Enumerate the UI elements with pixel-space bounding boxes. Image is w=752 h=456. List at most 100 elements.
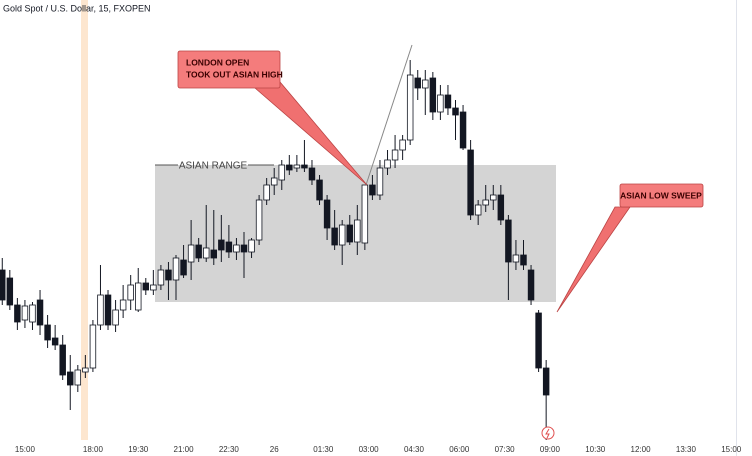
session-break xyxy=(81,0,88,440)
candle-body xyxy=(0,269,6,301)
candle-body xyxy=(459,111,467,149)
x-tick-label: 09:00 xyxy=(540,445,561,454)
candle-body xyxy=(497,194,505,221)
candle-body xyxy=(89,324,97,369)
candle-body xyxy=(67,371,74,386)
candle-body xyxy=(165,269,172,281)
candle-body xyxy=(74,369,82,386)
candle-body xyxy=(512,254,520,263)
candle-body xyxy=(263,184,270,201)
candle-body xyxy=(36,299,44,326)
callout-text: LONDON OPEN xyxy=(186,57,249,67)
candle-body xyxy=(323,199,331,229)
candle-body xyxy=(59,344,66,376)
candle-body xyxy=(414,77,421,89)
plot xyxy=(0,60,550,440)
range-label: ASIAN RANGE xyxy=(179,161,248,172)
callout-box xyxy=(619,183,704,208)
x-tick-label: 12:00 xyxy=(631,445,652,454)
candle-body xyxy=(240,244,248,253)
candle-body xyxy=(21,305,29,321)
candle-body xyxy=(467,149,474,216)
x-tick-label: 15:00 xyxy=(15,445,36,454)
candle-body xyxy=(361,184,369,244)
candle-body xyxy=(505,219,512,263)
x-tick-label: 21:00 xyxy=(174,445,195,454)
x-tick-label: 15:00 xyxy=(721,445,742,454)
candle-body xyxy=(399,139,406,151)
candle-body xyxy=(346,224,353,243)
x-tick-label: 01:30 xyxy=(313,445,334,454)
candle-body xyxy=(233,244,240,253)
candle-body xyxy=(202,247,210,259)
x-tick-label: 07:30 xyxy=(495,445,516,454)
candle-body xyxy=(248,239,255,253)
x-tick-label: 13:30 xyxy=(676,445,697,454)
chart-title: Gold Spot / U.S. Dollar, 15, FXOPEN xyxy=(3,3,151,13)
candle-body xyxy=(187,244,195,263)
candle-body xyxy=(474,204,482,216)
candle-body xyxy=(406,74,414,141)
candle-body xyxy=(195,244,202,259)
candle-body xyxy=(82,367,89,373)
candle-body xyxy=(452,107,459,116)
callout-box xyxy=(177,50,281,89)
candle-body xyxy=(270,177,278,186)
candle-body xyxy=(210,249,218,259)
x-tick-label: 10:30 xyxy=(585,445,606,454)
candle-body xyxy=(429,77,437,113)
candle-body xyxy=(180,259,187,276)
candle-body xyxy=(338,224,346,246)
candle-body xyxy=(376,167,384,196)
candle-body xyxy=(44,324,51,341)
candle-body xyxy=(51,337,59,346)
candle-body xyxy=(354,219,361,243)
candle-body xyxy=(369,184,376,196)
candle-body xyxy=(14,304,21,323)
candle-body xyxy=(535,312,542,369)
candle-body xyxy=(278,164,285,181)
callout-text: ASIAN LOW SWEEP xyxy=(620,190,702,200)
candle-body xyxy=(172,257,180,281)
candle-body xyxy=(157,269,165,286)
candle-body xyxy=(444,94,452,109)
event-icon-bolt xyxy=(545,428,550,439)
candle-body xyxy=(316,179,323,201)
candle-body xyxy=(119,299,127,311)
candle-body xyxy=(135,282,142,311)
candle-body xyxy=(97,294,104,326)
candle-body xyxy=(482,199,489,206)
candle-body xyxy=(286,164,293,171)
candle-body xyxy=(104,294,112,326)
candle-body xyxy=(391,149,399,161)
x-tick-label: 26 xyxy=(270,445,279,454)
callout-text: TOOK OUT ASIAN HIGH xyxy=(186,69,283,79)
x-tick-label: 03:00 xyxy=(359,445,380,454)
candle-body xyxy=(308,167,316,181)
candle-body xyxy=(150,284,157,291)
x-tick-label: 18:00 xyxy=(83,445,104,454)
candle-body xyxy=(142,282,150,291)
event-icon xyxy=(541,426,555,440)
candle-body xyxy=(255,199,263,241)
candle-body xyxy=(293,164,301,169)
x-tick-label: 06:00 xyxy=(449,445,470,454)
candle-body xyxy=(520,254,527,266)
candle-body xyxy=(490,194,497,201)
candle-body xyxy=(422,79,429,89)
candle-body xyxy=(542,367,550,396)
x-tick-label: 19:30 xyxy=(128,445,149,454)
candle-body xyxy=(112,309,119,326)
candle-body xyxy=(225,241,233,253)
candle-body xyxy=(6,277,14,306)
candle-body xyxy=(331,227,338,246)
candle-body xyxy=(127,284,134,301)
candle-body xyxy=(301,164,308,169)
candle-body xyxy=(218,239,225,251)
trend-line xyxy=(365,44,413,186)
candle-body xyxy=(29,304,36,323)
x-tick-label: 04:30 xyxy=(404,445,425,454)
candle-body xyxy=(437,94,444,113)
x-tick-label: 22:30 xyxy=(219,445,240,454)
